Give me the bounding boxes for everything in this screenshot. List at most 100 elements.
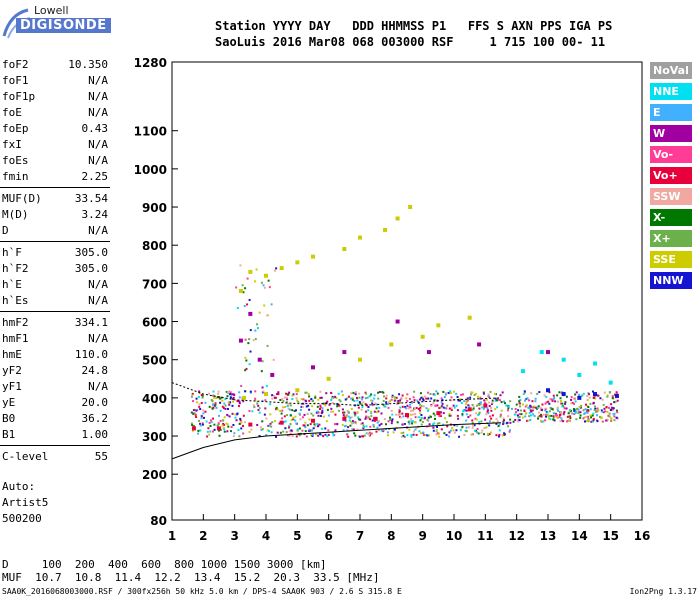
trace-curve [171,422,502,460]
data-point [593,392,597,397]
muf-row: MUF 10.7 10.8 11.4 12.2 13.4 15.2 20.3 3… [2,571,380,584]
param-value: 305.0 [74,262,108,275]
param-row: foEs N/A [0,153,110,169]
param-label: fxI [2,138,22,151]
param-value: N/A [88,294,108,307]
param-label: D [2,224,9,237]
x-tick-label: 9 [418,529,426,543]
param-value: 0.43 [81,122,109,135]
data-point [217,426,221,431]
param-row: D N/A [0,223,110,239]
data-point [311,254,315,259]
param-value: 24.8 [81,364,109,377]
param-value: 36.2 [81,412,109,425]
echo-texture [190,264,619,439]
data-point [561,392,566,397]
param-row: foE N/A [0,105,110,121]
x-tick-label: 11 [477,529,494,543]
legend-item-x: X- [650,209,692,226]
data-point [436,323,441,328]
plot-frame [171,61,643,521]
legend-item-ssw: SSW [650,188,692,205]
x-tick-label: 3 [230,529,238,543]
param-row: C-level 55 [0,449,110,465]
legend-item-noval: NoVal [650,62,692,79]
series-w [238,311,550,377]
y-tick-label: 500 [142,354,167,368]
data-point [358,357,362,362]
x-tick-label: 5 [293,529,301,543]
param-row: h`F2 305.0 [0,261,110,277]
param-value: 305.0 [74,246,108,259]
param-label: yF1 [2,380,22,393]
logo-product: DIGISONDE [16,18,111,33]
version-label: Ion2Png 1.3.17 [629,587,697,596]
param-value: 1.00 [81,428,109,441]
x-tick-label: 4 [262,529,270,543]
x-tick-label: 15 [602,529,619,543]
series-sse [238,205,472,400]
param-row: fmin 2.25 [0,169,110,185]
data-point [342,247,347,252]
param-value: N/A [88,106,108,119]
data-point [420,334,425,339]
data-point [426,350,431,355]
x-tick-label: 1 [168,529,176,543]
param-label: yE [2,396,16,409]
param-label: foF1p [2,90,36,103]
x-tick-label: 14 [571,529,588,543]
param-label: foE [2,106,22,119]
x-tick-label: 16 [634,529,651,543]
legend-item-e: E [650,104,692,121]
auto-artist: Artist5 [2,496,49,509]
param-row: B0 36.2 [0,411,110,427]
x-tick-label: 2 [199,529,207,543]
param-label: B1 [2,428,16,441]
param-label: hmF2 [2,316,29,329]
param-row: yE 20.0 [0,395,110,411]
header-line-1: Station YYYY DAY DDD HHMMSS P1 FFS S AXN… [215,19,613,33]
param-label: MUF(D) [2,192,42,205]
auto-code: 500200 [2,512,42,525]
y-tick-label: 80 [150,514,167,528]
data-point [608,380,613,385]
param-row: M(D) 3.24 [0,207,110,223]
data-point [546,388,550,393]
param-value: 3.24 [81,208,109,221]
data-point [373,416,378,421]
data-point [311,365,315,370]
autoscale-info: Auto: Artist5 500200 [2,479,48,527]
param-row: foF2 10.350 [0,57,110,73]
legend-item-w: W [650,125,692,142]
param-label: fmin [2,170,29,183]
data-point [248,422,253,427]
legend-item-vo: Vo- [650,146,692,163]
x-tick-label: 6 [324,529,332,543]
x-tick-label: 10 [446,529,463,543]
data-point [238,289,243,293]
param-separator [0,445,110,446]
param-value: N/A [88,332,108,345]
y-tick-label: 400 [142,392,167,406]
param-value: 10.350 [68,58,108,71]
data-point [248,269,253,274]
data-point [577,372,582,377]
param-separator [0,187,110,188]
param-label: hmF1 [2,332,29,345]
data-point [248,311,253,316]
data-point [408,205,413,210]
y-tick-label: 900 [142,201,167,215]
logo: Lowell DIGISONDE [2,2,111,42]
param-label: h`F [2,246,22,259]
data-point [295,388,300,393]
data-point [191,426,196,431]
param-value: 2.25 [81,170,109,183]
data-point [405,413,409,418]
param-label: yF2 [2,364,22,377]
y-tick-label: 300 [142,430,167,444]
data-point [520,369,525,374]
param-row: fxI N/A [0,137,110,153]
param-separator [0,241,110,242]
data-point [279,266,284,271]
data-point [342,350,347,355]
